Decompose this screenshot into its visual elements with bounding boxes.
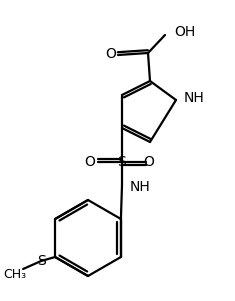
Text: O: O xyxy=(143,155,154,169)
Text: O: O xyxy=(85,155,95,169)
Text: CH₃: CH₃ xyxy=(4,268,27,281)
Text: OH: OH xyxy=(174,25,195,39)
Text: O: O xyxy=(106,47,116,61)
Text: NH: NH xyxy=(130,180,151,194)
Text: NH: NH xyxy=(184,91,205,105)
Text: S: S xyxy=(37,254,45,268)
Text: S: S xyxy=(118,155,126,169)
